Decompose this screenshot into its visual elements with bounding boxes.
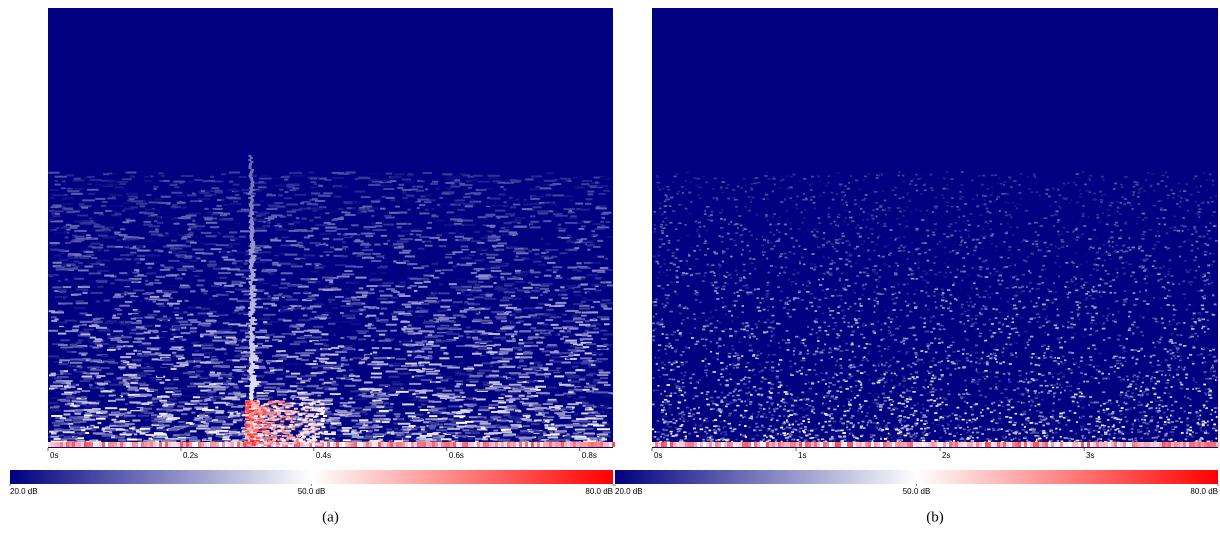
x-tick-label: 1s [798,451,806,460]
x-tick-label: 2s [942,451,950,460]
colorbar [10,470,613,484]
colorbar [615,470,1218,484]
x-tick-label: 0.6s [449,451,464,460]
colorbar-label: 80.0 dB [1190,487,1218,496]
colorbar-label: 80.0 dB [585,487,613,496]
colorbar-label: 20.0 dB [10,487,38,496]
colorbar-label: 50.0 dB [903,487,931,496]
x-tick-label: 0.8s [582,451,597,460]
x-tick-label: 0s [50,451,58,460]
spectrogram-panel: 0s 0.2s 0.4s 0.6s 0.8s 20.0 dB 50.0 dB 80.0 dB (… [10,8,615,525]
colorbar-label: 50.0 dB [298,487,326,496]
panel-caption: (b) [926,509,944,525]
colorbar-label: 20.0 dB [615,487,643,496]
spectrogram-panel: 0s 1s 2s 3s 20.0 dB 50.0 dB 80.0 dB (b) [615,8,1219,525]
x-tick-label: 3s [1086,451,1094,460]
panel-caption: (a) [322,509,339,525]
x-tick-label: 0s [654,451,662,460]
x-tick-label: 0.2s [183,451,198,460]
x-tick-label: 0.4s [316,451,331,460]
